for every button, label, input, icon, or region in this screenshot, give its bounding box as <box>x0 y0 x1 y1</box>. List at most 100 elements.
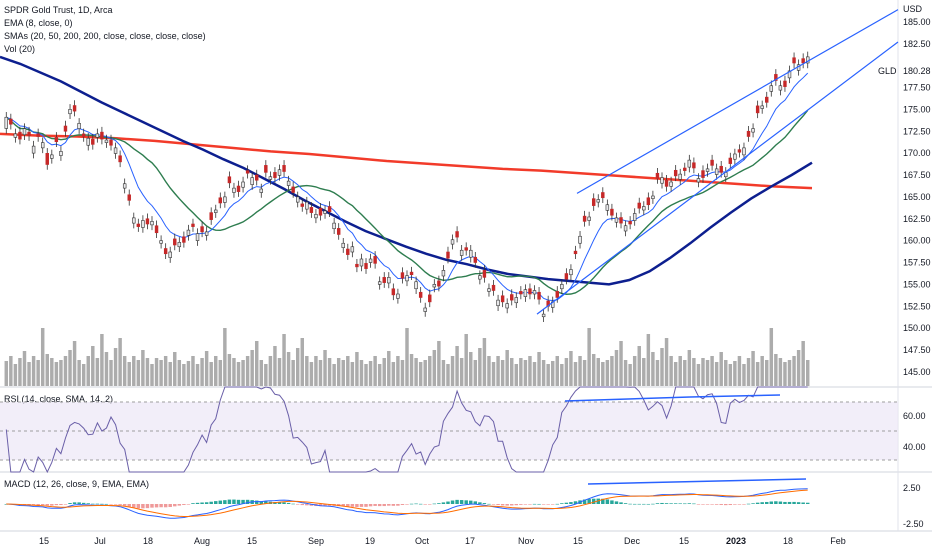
macd-hist-bar <box>368 504 373 507</box>
macd-hist-bar <box>523 504 528 505</box>
volume-bar <box>346 356 350 386</box>
x-tick-label: 18 <box>783 536 793 546</box>
macd-hist-bar <box>437 503 441 504</box>
macd-hist-bar <box>63 504 68 505</box>
volume-bar <box>191 356 195 386</box>
candle-body <box>569 269 573 276</box>
candle-body <box>154 225 159 234</box>
macd-hist-bar <box>277 502 282 504</box>
rsi-line <box>5 386 808 474</box>
macd-hist-bar <box>355 504 359 508</box>
candle-body <box>382 277 386 283</box>
candle-body <box>377 281 382 285</box>
macd-hist-bar <box>36 504 40 506</box>
candle-body <box>760 105 764 109</box>
candle-body <box>336 228 341 235</box>
macd-hist-bar <box>646 503 651 505</box>
candle-body <box>86 137 90 146</box>
x-tick-label: 15 <box>39 536 49 546</box>
volume-bar <box>805 360 810 386</box>
candle-body <box>387 277 391 284</box>
macd-hist-bar <box>150 504 154 508</box>
volume-bar <box>173 352 177 386</box>
candle-body <box>496 299 500 307</box>
x-tick-label: 15 <box>679 536 689 546</box>
macd-hist-bar <box>487 503 491 505</box>
candle-body <box>582 215 587 222</box>
candle-body <box>541 313 546 318</box>
macd-hist-bar <box>705 504 710 505</box>
volume-bar <box>673 362 678 386</box>
volume-bar <box>432 350 437 386</box>
macd-tick-neg: -2.50 <box>903 519 924 529</box>
volume-bar <box>86 356 90 386</box>
candle-body <box>605 204 610 211</box>
candle-body <box>373 256 377 264</box>
candle-body <box>63 125 68 132</box>
x-tick-label: 15 <box>247 536 257 546</box>
volume-bar <box>573 362 578 386</box>
y-tick-label: 167.50 <box>903 170 931 180</box>
candle-body <box>660 177 664 184</box>
macd-hist-bar <box>664 503 669 504</box>
volume-bar <box>591 354 596 386</box>
candle-body <box>132 217 136 224</box>
volume-bar <box>560 364 564 386</box>
macd-trendline <box>587 478 807 485</box>
candle-body <box>95 133 100 138</box>
macd-hist-bar <box>414 503 418 505</box>
candle-body <box>505 303 509 309</box>
y-tick-label: 145.00 <box>903 367 931 377</box>
volume-bar <box>31 356 36 386</box>
macd-hist-bar <box>614 501 619 504</box>
candle-body <box>573 250 578 255</box>
candle-body <box>450 239 455 245</box>
volume-bar <box>778 358 783 386</box>
candle-body <box>341 242 345 248</box>
volume-bar <box>714 362 719 386</box>
macd-hist-bar <box>309 504 314 506</box>
rsi-tick-40: 40.00 <box>903 442 926 452</box>
volume-bar <box>596 358 600 386</box>
candle-body <box>200 226 204 233</box>
volume-bar <box>355 352 359 386</box>
macd-hist-bar <box>510 504 514 506</box>
volume-bar <box>341 360 345 386</box>
macd-hist-bar <box>783 501 787 504</box>
macd-hist-bar <box>573 501 578 504</box>
volume-bar <box>150 364 154 386</box>
signal-line <box>6 489 808 517</box>
macd-hist-bar <box>377 504 382 507</box>
macd-hist-bar <box>591 498 596 504</box>
macd-hist-bar <box>323 504 327 506</box>
candle-body <box>100 131 104 140</box>
volume-bar <box>323 350 327 386</box>
candle-body <box>72 105 77 112</box>
macd-hist-bar <box>396 504 400 506</box>
candle-body <box>596 199 600 203</box>
candle-body <box>514 297 518 304</box>
y-tick-label: 175.00 <box>903 104 931 114</box>
volume-bar <box>177 360 182 386</box>
macd-hist-bar <box>560 503 564 504</box>
volume-bar <box>455 346 459 386</box>
candle-body <box>564 273 569 280</box>
candle-body <box>250 177 254 185</box>
macd-hist-bar <box>555 503 560 505</box>
volume-bar <box>669 356 673 386</box>
macd-hist-bar <box>81 502 86 504</box>
x-tick-label: 19 <box>365 536 375 546</box>
rsi-path <box>5 386 808 474</box>
candle-body <box>300 203 304 207</box>
macd-hist-bar <box>651 503 655 505</box>
candle-body <box>122 183 127 189</box>
macd-hist-bar <box>359 504 364 507</box>
volume-bar <box>683 360 687 386</box>
macd-histogram <box>4 478 810 519</box>
candle-body <box>282 165 286 172</box>
macd-hist-bar <box>4 504 9 505</box>
volume-bar <box>428 356 432 386</box>
volume-bar <box>45 354 49 386</box>
candle-body <box>673 169 678 177</box>
